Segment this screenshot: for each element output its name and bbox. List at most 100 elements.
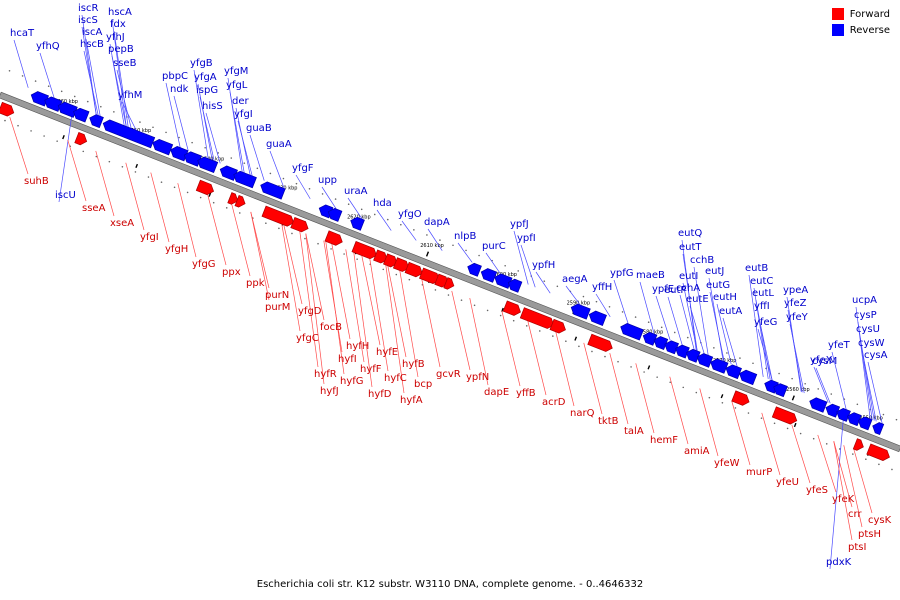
reverse-gene-label[interactable]: ypeA: [783, 285, 808, 296]
reverse-gene-label[interactable]: ypfE: [652, 284, 674, 295]
reverse-gene-label[interactable]: iscA: [82, 27, 102, 38]
forward-gene[interactable]: [234, 195, 246, 208]
reverse-gene[interactable]: [233, 170, 257, 189]
forward-gene-label[interactable]: gcvR: [436, 369, 461, 380]
reverse-gene-label[interactable]: yfhM: [118, 90, 142, 101]
reverse-gene-label[interactable]: cchB: [690, 255, 714, 266]
forward-gene[interactable]: [731, 390, 750, 406]
forward-gene-label[interactable]: hemF: [650, 435, 678, 446]
reverse-gene-label[interactable]: der: [232, 96, 250, 107]
reverse-gene[interactable]: [664, 340, 679, 355]
forward-gene-label[interactable]: yffB: [516, 388, 536, 399]
reverse-gene[interactable]: [494, 273, 513, 289]
reverse-gene[interactable]: [710, 358, 729, 374]
reverse-gene-label[interactable]: eutI: [679, 271, 698, 282]
forward-gene-label[interactable]: narQ: [570, 408, 595, 419]
forward-gene-label[interactable]: crr: [848, 509, 862, 520]
reverse-gene-label[interactable]: yffI: [754, 301, 770, 312]
reverse-gene[interactable]: [480, 268, 498, 283]
reverse-gene-label[interactable]: yfhJ: [106, 32, 125, 43]
reverse-gene[interactable]: [872, 422, 885, 436]
reverse-gene-label[interactable]: yfhQ: [36, 41, 60, 52]
forward-gene[interactable]: [392, 257, 410, 272]
reverse-gene-label[interactable]: yfgI: [234, 109, 253, 120]
reverse-gene-label[interactable]: eutB: [745, 263, 768, 274]
forward-gene-label[interactable]: yfeU: [776, 477, 799, 488]
reverse-gene-label[interactable]: cchA: [676, 283, 700, 294]
forward-gene-label[interactable]: hyfR: [314, 369, 337, 380]
forward-gene-label[interactable]: amiA: [684, 446, 710, 457]
reverse-gene-label[interactable]: yfeY: [786, 312, 809, 323]
reverse-gene[interactable]: [183, 151, 202, 167]
reverse-gene-label[interactable]: ypfI: [517, 233, 536, 244]
forward-gene-label[interactable]: cysK: [868, 515, 892, 526]
reverse-gene-label[interactable]: hscA: [108, 7, 132, 18]
reverse-gene-label[interactable]: yfgB: [190, 58, 213, 69]
forward-gene[interactable]: [549, 318, 566, 334]
reverse-gene[interactable]: [197, 156, 219, 174]
forward-gene-label[interactable]: yfeK: [832, 494, 855, 505]
forward-gene-label[interactable]: hyfJ: [320, 386, 339, 397]
reverse-gene[interactable]: [685, 348, 701, 363]
forward-gene[interactable]: [290, 216, 309, 233]
forward-gene-label[interactable]: hyfF: [360, 364, 382, 375]
reverse-gene-label[interactable]: cysP: [854, 310, 877, 321]
reverse-gene[interactable]: [857, 416, 873, 431]
reverse-gene[interactable]: [57, 101, 78, 118]
reverse-gene[interactable]: [507, 278, 523, 293]
forward-gene-label[interactable]: yfgH: [165, 244, 188, 255]
reverse-gene[interactable]: [89, 114, 104, 129]
reverse-gene-label[interactable]: eutQ: [678, 228, 702, 239]
forward-gene[interactable]: [519, 307, 555, 329]
reverse-gene[interactable]: [725, 364, 742, 380]
reverse-gene-label[interactable]: yfgA: [194, 72, 217, 83]
forward-gene-label[interactable]: yfgG: [192, 259, 216, 270]
reverse-gene[interactable]: [836, 408, 851, 422]
reverse-gene-label[interactable]: eutC: [750, 276, 773, 287]
reverse-gene[interactable]: [219, 165, 238, 181]
reverse-gene-label[interactable]: uraA: [344, 186, 368, 197]
reverse-gene[interactable]: [350, 216, 365, 231]
forward-gene-label[interactable]: suhB: [24, 176, 49, 187]
reverse-gene-label[interactable]: eutH: [713, 292, 737, 303]
reverse-gene[interactable]: [44, 96, 63, 112]
reverse-gene[interactable]: [739, 369, 758, 386]
reverse-gene-label[interactable]: iscR: [78, 3, 98, 14]
forward-gene[interactable]: [852, 438, 864, 451]
forward-gene-label[interactable]: ppx: [222, 267, 241, 278]
reverse-gene[interactable]: [73, 107, 90, 123]
reverse-gene-label[interactable]: hda: [373, 198, 392, 209]
reverse-gene-label[interactable]: nlpB: [454, 231, 476, 242]
forward-gene-label[interactable]: focB: [320, 322, 342, 333]
reverse-gene-label[interactable]: iscU: [55, 190, 76, 201]
reverse-gene-label[interactable]: yfgO: [398, 209, 422, 220]
reverse-gene-label[interactable]: eutG: [706, 280, 730, 291]
reverse-gene-label[interactable]: eutP: [664, 285, 686, 296]
forward-gene[interactable]: [0, 101, 15, 117]
forward-gene[interactable]: [771, 406, 798, 425]
forward-gene-label[interactable]: sseA: [82, 203, 106, 214]
forward-gene-label[interactable]: purN: [265, 290, 289, 301]
forward-gene[interactable]: [383, 253, 398, 268]
reverse-gene[interactable]: [653, 336, 669, 351]
forward-gene-label[interactable]: ppk: [246, 278, 265, 289]
forward-gene[interactable]: [373, 249, 388, 264]
reverse-gene-label[interactable]: ypfH: [532, 260, 555, 271]
reverse-gene[interactable]: [773, 383, 788, 398]
forward-gene-label[interactable]: purM: [265, 302, 290, 313]
forward-gene[interactable]: [404, 261, 423, 278]
forward-gene-label[interactable]: yfeS: [806, 485, 828, 496]
reverse-gene-label[interactable]: yfgL: [226, 80, 248, 91]
forward-gene[interactable]: [261, 205, 295, 227]
reverse-gene[interactable]: [152, 138, 174, 156]
reverse-gene[interactable]: [170, 146, 189, 162]
reverse-gene-label[interactable]: guaB: [246, 123, 272, 134]
reverse-gene[interactable]: [642, 331, 658, 346]
forward-gene-label[interactable]: xseA: [110, 218, 134, 229]
reverse-gene-label[interactable]: eutL: [752, 288, 774, 299]
forward-gene[interactable]: [227, 192, 239, 205]
forward-gene[interactable]: [351, 241, 377, 260]
forward-gene-label[interactable]: hyfG: [340, 376, 364, 387]
reverse-gene-label[interactable]: pbpC: [162, 71, 188, 82]
forward-gene-label[interactable]: acrD: [542, 397, 566, 408]
